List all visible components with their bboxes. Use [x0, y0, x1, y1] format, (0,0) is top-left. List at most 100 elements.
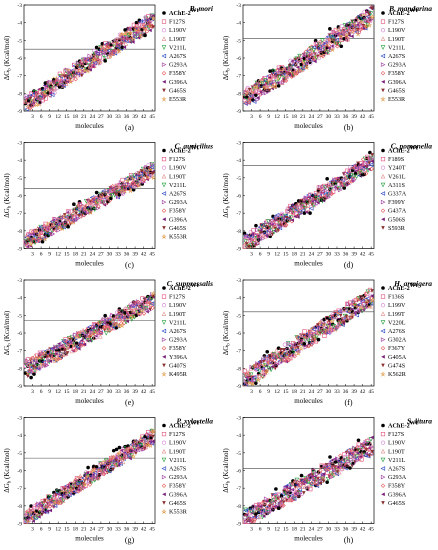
data-point	[321, 321, 327, 328]
legend-marker	[380, 157, 386, 162]
data-point	[143, 301, 149, 306]
panel-letter: (a)	[125, 123, 134, 132]
x-tick-label: 30	[107, 389, 113, 395]
x-tick-label: 30	[326, 252, 332, 258]
data-point	[255, 377, 262, 383]
data-point	[314, 334, 319, 340]
data-point	[141, 177, 147, 183]
y-axis-label-subscript: b	[227, 68, 232, 71]
data-point	[262, 499, 268, 505]
data-point	[73, 73, 78, 78]
data-point	[26, 98, 31, 103]
data-point	[66, 224, 70, 229]
legend-marker	[381, 363, 385, 368]
data-point	[86, 208, 92, 214]
legend-label: L190T	[388, 36, 405, 43]
legend-marker	[161, 62, 167, 67]
data-point	[367, 161, 372, 165]
data-point	[293, 70, 299, 76]
legend-marker	[161, 233, 167, 240]
data-point	[103, 331, 109, 336]
x-tick-label: 9	[48, 389, 51, 395]
data-point	[343, 32, 350, 38]
y-axis-label-unit: (Kcal/mol)	[3, 448, 11, 481]
data-point	[244, 89, 250, 96]
data-point	[268, 69, 272, 73]
data-point	[80, 63, 86, 68]
legend-marker	[161, 19, 167, 24]
data-point	[144, 306, 150, 312]
legend-marker	[162, 217, 166, 222]
x-tick-label: 21	[300, 527, 306, 533]
data-point	[263, 496, 269, 502]
data-point	[73, 76, 78, 82]
data-point	[369, 451, 374, 457]
data-point	[274, 487, 278, 491]
data-point	[91, 63, 97, 68]
y-axis-label-unit: (Kcal/mol)	[222, 310, 230, 343]
data-point	[354, 174, 359, 180]
data-point	[370, 449, 374, 454]
data-point	[96, 204, 101, 209]
data-point	[362, 172, 366, 177]
y-tick-label: -8	[17, 504, 22, 510]
legend-marker	[161, 53, 167, 59]
data-point	[262, 359, 266, 364]
data-point	[243, 101, 248, 106]
data-point	[276, 228, 280, 232]
legend-label: G396A	[388, 491, 407, 498]
data-point	[324, 325, 329, 330]
legend-marker	[162, 11, 166, 15]
data-point	[89, 327, 95, 333]
y-tick-label: -3	[17, 3, 22, 9]
legend-marker	[380, 70, 386, 76]
x-tick-label: 9	[267, 252, 270, 258]
legend-label: G405A	[388, 354, 407, 361]
legend-label: G293A	[169, 337, 188, 344]
data-point	[363, 305, 369, 311]
x-tick-label: 3	[250, 389, 253, 395]
data-point	[48, 359, 53, 363]
x-tick-label: 33	[334, 114, 340, 120]
data-point	[370, 435, 374, 440]
x-tick-label: 6	[259, 389, 262, 395]
data-point	[263, 90, 269, 96]
data-point	[40, 513, 44, 517]
data-point	[280, 211, 285, 216]
data-point	[359, 450, 365, 456]
data-point	[251, 375, 257, 380]
data-point	[252, 237, 258, 243]
data-point	[323, 188, 329, 194]
y-axis-label: ΔGb (Kcal/mol)	[222, 173, 232, 218]
y-axis-label-symbol: ΔG	[222, 483, 230, 493]
data-point	[127, 29, 134, 36]
data-point	[270, 232, 275, 237]
x-tick-label: 9	[48, 252, 51, 258]
data-point	[296, 345, 300, 350]
data-point	[309, 474, 315, 480]
data-point	[350, 34, 354, 39]
data-point	[325, 177, 329, 181]
x-tick-label: 33	[115, 527, 121, 533]
y-tick-label: -3	[236, 3, 241, 9]
x-tick-label: 42	[141, 252, 147, 258]
legend-marker	[161, 182, 167, 188]
legend-marker	[380, 431, 386, 437]
x-tick-label: 24	[309, 527, 315, 533]
legend-marker	[161, 474, 167, 480]
data-point	[368, 162, 374, 168]
data-point	[294, 485, 299, 491]
y-axis-label-symbol: ΔG	[222, 346, 230, 356]
data-point	[28, 358, 33, 363]
x-tick-label: 33	[334, 252, 340, 258]
y-axis-label: ΔGb (Kcal/mol)	[3, 35, 13, 80]
x-tick-label: 24	[309, 389, 315, 395]
data-point	[53, 227, 58, 233]
data-point	[276, 346, 281, 350]
data-point	[333, 460, 338, 464]
legend-label: L199T	[388, 311, 405, 318]
data-point	[46, 85, 52, 90]
data-point	[339, 44, 344, 49]
legend-marker	[161, 70, 167, 76]
data-point	[150, 174, 157, 181]
